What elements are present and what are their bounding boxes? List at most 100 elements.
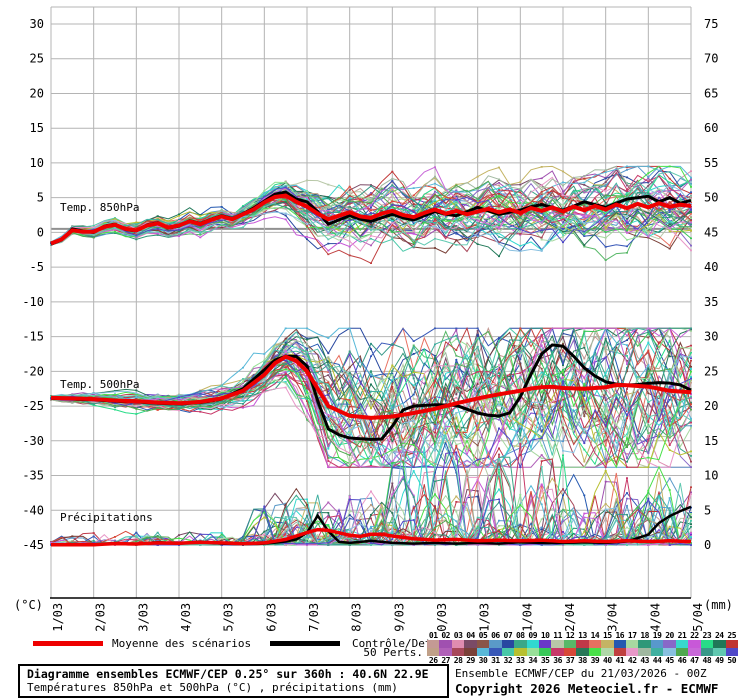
svg-text:-45: -45 bbox=[22, 538, 44, 552]
svg-text:(°C): (°C) bbox=[14, 598, 43, 612]
svg-text:23/03: 23/03 bbox=[136, 603, 150, 632]
svg-text:70: 70 bbox=[704, 52, 718, 66]
svg-text:05/04: 05/04 bbox=[691, 603, 705, 632]
pert-swatch bbox=[551, 640, 564, 648]
svg-text:-5: -5 bbox=[30, 260, 44, 274]
pert-swatch bbox=[538, 648, 552, 656]
pert-swatch bbox=[626, 648, 639, 656]
pert-number: 49 bbox=[714, 656, 724, 665]
pert-swatch bbox=[650, 648, 664, 656]
axis-labels: 302520151050-5-10-15-20-25-30-35-40-4575… bbox=[14, 17, 733, 632]
pert-swatch bbox=[613, 640, 626, 648]
pert-swatch bbox=[464, 640, 477, 648]
svg-text:-15: -15 bbox=[22, 330, 44, 344]
pert-number: 23 bbox=[702, 631, 712, 640]
pert-number: 09 bbox=[528, 631, 538, 640]
pert-number: 11 bbox=[553, 631, 562, 640]
pert-swatch bbox=[601, 640, 614, 648]
pert-swatch bbox=[688, 640, 701, 648]
svg-text:30: 30 bbox=[704, 330, 718, 344]
svg-text:20: 20 bbox=[30, 86, 44, 100]
pert-swatch bbox=[451, 640, 465, 648]
pert-number: 34 bbox=[528, 656, 538, 665]
pert-swatch bbox=[476, 648, 490, 656]
pert-number: 39 bbox=[590, 656, 600, 665]
pert-swatch bbox=[526, 640, 539, 648]
pert-swatch bbox=[501, 640, 515, 648]
pert-number: 08 bbox=[515, 631, 525, 640]
chart-title: Diagramme ensembles ECMWF/CEP 0.25° sur … bbox=[27, 667, 429, 681]
pert-swatch bbox=[588, 640, 602, 648]
svg-text:-40: -40 bbox=[22, 503, 44, 517]
pert-number: 29 bbox=[466, 656, 475, 665]
svg-text:75: 75 bbox=[704, 17, 718, 31]
pert-number: 32 bbox=[503, 656, 513, 665]
mean-legend-swatch bbox=[33, 641, 103, 646]
svg-text:29/03: 29/03 bbox=[392, 603, 406, 632]
pert-number: 44 bbox=[652, 656, 662, 665]
pert-number: 16 bbox=[615, 631, 625, 640]
pert-number: 19 bbox=[652, 631, 662, 640]
svg-text:04/04: 04/04 bbox=[648, 603, 662, 632]
pert-number: 46 bbox=[677, 656, 687, 665]
pert-number: 27 bbox=[441, 656, 450, 665]
pert-swatch bbox=[725, 640, 738, 648]
svg-text:-10: -10 bbox=[22, 295, 44, 309]
pert-number: 28 bbox=[453, 656, 463, 665]
pert-number: 13 bbox=[578, 631, 587, 640]
pert-number: 07 bbox=[503, 631, 513, 640]
pert-swatch bbox=[613, 648, 626, 656]
pert-number: 35 bbox=[540, 656, 550, 665]
pert-number: 26 bbox=[428, 656, 438, 665]
svg-text:28/03: 28/03 bbox=[350, 603, 364, 632]
pert-swatch bbox=[464, 648, 477, 656]
pert-number: 22 bbox=[690, 631, 699, 640]
pert-number: 50 bbox=[727, 656, 737, 665]
pert-swatch bbox=[663, 648, 676, 656]
pert-swatch bbox=[638, 640, 651, 648]
svg-text:0: 0 bbox=[37, 225, 44, 239]
pert-number: 24 bbox=[714, 631, 724, 640]
svg-text:-25: -25 bbox=[22, 399, 44, 413]
pert-swatch bbox=[551, 648, 564, 656]
svg-text:15: 15 bbox=[30, 121, 44, 135]
svg-text:65: 65 bbox=[704, 86, 718, 100]
pert-number: 04 bbox=[466, 631, 475, 640]
run-info: Ensemble ECMWF/CEP du 21/03/2026 - 00Z bbox=[455, 667, 707, 680]
pert-swatch bbox=[489, 648, 502, 656]
pert-swatch bbox=[439, 648, 452, 656]
pert-number: 36 bbox=[553, 656, 562, 665]
pert-number: 43 bbox=[640, 656, 649, 665]
grid-lines bbox=[50, 6, 692, 599]
pert-number: 31 bbox=[491, 656, 500, 665]
svg-text:25: 25 bbox=[704, 364, 718, 378]
svg-text:10: 10 bbox=[30, 156, 44, 170]
pert-number: 48 bbox=[702, 656, 712, 665]
pert-number: 33 bbox=[515, 656, 525, 665]
pert-number: 20 bbox=[665, 631, 674, 640]
svg-text:27/03: 27/03 bbox=[307, 603, 321, 632]
svg-text:25: 25 bbox=[30, 52, 44, 66]
pert-swatch bbox=[725, 648, 738, 656]
pert-number: 12 bbox=[565, 631, 575, 640]
chart-subtitle: Températures 850hPa et 500hPa (°C) , pré… bbox=[27, 681, 398, 694]
pert-swatch bbox=[626, 640, 639, 648]
mean-legend-label: Moyenne des scénarios bbox=[112, 637, 252, 650]
svg-text:15: 15 bbox=[704, 434, 718, 448]
t850-mean-line bbox=[50, 193, 692, 246]
svg-text:0: 0 bbox=[704, 538, 711, 552]
pert-swatch bbox=[713, 648, 726, 656]
pert-number: 14 bbox=[590, 631, 600, 640]
perturbation-color-legend: 01 02 03 04 05 06 07 08 09 10 11 12 13 14 15 16 17 18 19 20… bbox=[427, 631, 739, 665]
svg-text:10: 10 bbox=[704, 469, 718, 483]
pert-number: 45 bbox=[665, 656, 674, 665]
pert-swatch bbox=[713, 640, 726, 648]
control-legend-swatch bbox=[270, 641, 340, 646]
svg-text:35: 35 bbox=[704, 295, 718, 309]
svg-text:(mm): (mm) bbox=[704, 598, 733, 612]
pert-swatch bbox=[675, 648, 689, 656]
svg-text:02/04: 02/04 bbox=[563, 603, 577, 632]
perts-count-label: 50 Perts. bbox=[363, 646, 423, 659]
pert-number: 02 bbox=[441, 631, 450, 640]
